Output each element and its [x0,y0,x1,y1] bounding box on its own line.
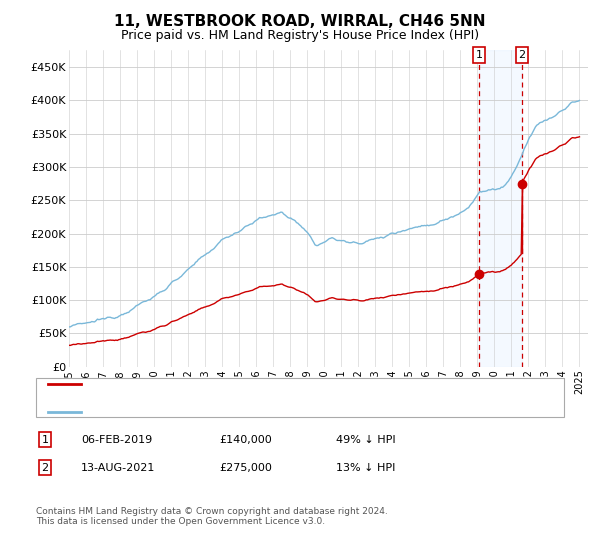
Text: 1: 1 [41,435,49,445]
Text: 49% ↓ HPI: 49% ↓ HPI [336,435,395,445]
Text: £275,000: £275,000 [219,463,272,473]
Text: 11, WESTBROOK ROAD, WIRRAL, CH46 5NN (detached house): 11, WESTBROOK ROAD, WIRRAL, CH46 5NN (de… [87,379,409,389]
Text: Price paid vs. HM Land Registry's House Price Index (HPI): Price paid vs. HM Land Registry's House … [121,29,479,42]
Text: 06-FEB-2019: 06-FEB-2019 [81,435,152,445]
Text: 13-AUG-2021: 13-AUG-2021 [81,463,155,473]
Text: HPI: Average price, detached house, Wirral: HPI: Average price, detached house, Wirr… [87,407,311,417]
Text: 2: 2 [518,50,526,60]
Text: 2: 2 [41,463,49,473]
Text: 1: 1 [476,50,482,60]
Text: 13% ↓ HPI: 13% ↓ HPI [336,463,395,473]
Text: £140,000: £140,000 [219,435,272,445]
Text: Contains HM Land Registry data © Crown copyright and database right 2024.
This d: Contains HM Land Registry data © Crown c… [36,507,388,526]
Text: 11, WESTBROOK ROAD, WIRRAL, CH46 5NN: 11, WESTBROOK ROAD, WIRRAL, CH46 5NN [114,14,486,29]
Bar [479,50,522,367]
